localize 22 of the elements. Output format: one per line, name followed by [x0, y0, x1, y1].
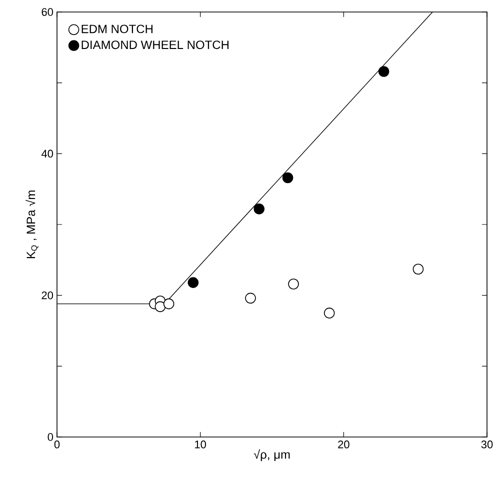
x-tick-label: 0 — [54, 440, 60, 448]
y-tick-label: 60 — [42, 8, 54, 16]
x-tick-label: 30 — [481, 440, 493, 448]
legend-label: EDM NOTCH — [82, 24, 152, 34]
x-tick-label: 20 — [338, 440, 350, 448]
y-tick-label: 40 — [41, 150, 54, 158]
x-axis-title: √ρ, μm — [254, 449, 290, 462]
point — [254, 204, 264, 214]
point — [412, 264, 424, 275]
y-tick-label: 0 — [48, 433, 54, 441]
x-tick-label: 10 — [195, 440, 206, 448]
point — [154, 301, 166, 312]
point — [324, 308, 335, 318]
point — [188, 277, 199, 288]
point — [378, 66, 390, 77]
y-axis-title: K$_{Q}$ , MPa √m — [26, 190, 38, 258]
point — [245, 292, 256, 304]
point — [163, 298, 174, 310]
point — [282, 172, 294, 184]
legend-label: DIAMOND WHEEL NOTCH — [82, 40, 228, 50]
y-tick-label: 20 — [42, 291, 54, 300]
point — [288, 278, 299, 290]
